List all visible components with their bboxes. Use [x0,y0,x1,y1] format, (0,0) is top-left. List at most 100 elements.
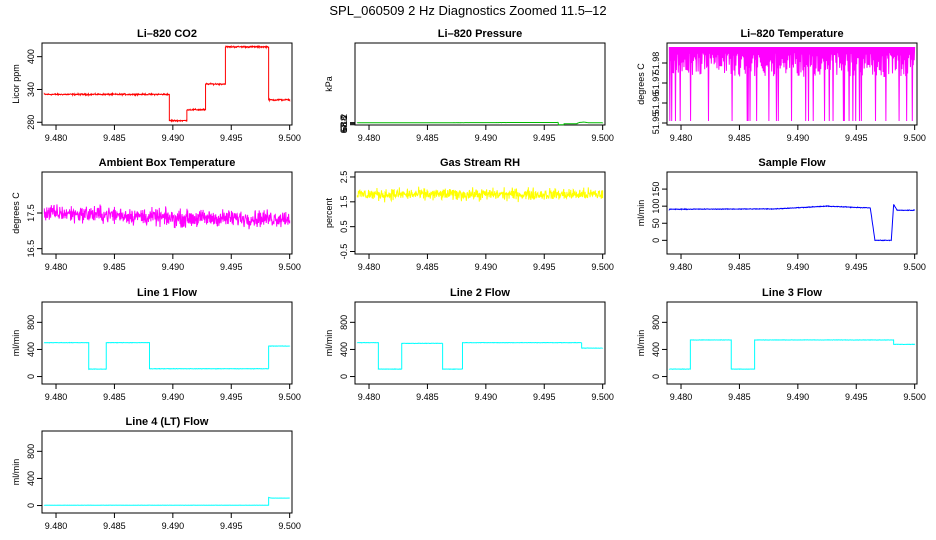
y-tick-label: 16.5 [26,240,36,258]
plot-frame [666,171,918,255]
x-tick-label: 9.490 [475,262,498,272]
x-tick-label: 9.490 [787,133,810,143]
x-tick-label: 9.490 [162,262,185,272]
x-tick-label: 9.485 [416,392,439,402]
x-tick-label: 9.495 [533,392,556,402]
y-tick-label: 400 [26,49,36,64]
figure-title: SPL_060509 2 Hz Diagnostics Zoomed 11.5–… [329,3,607,18]
plot-frame [41,430,293,514]
y-tick-label: 400 [339,342,349,357]
x-tick-label: 9.480 [45,133,68,143]
x-tick-label: 9.500 [591,262,614,272]
y-axis-label: percent [324,197,334,228]
x-tick-label: 9.500 [903,392,926,402]
y-tick-label: 1.5 [339,196,349,209]
x-tick-label: 9.490 [162,392,185,402]
x-tick-label: 9.500 [278,392,301,402]
x-tick-label: 9.495 [220,521,243,531]
x-tick-label: 9.490 [162,521,185,531]
x-tick-label: 9.485 [103,392,126,402]
x-tick-label: 9.495 [845,392,868,402]
panel-title: Li–820 Temperature [740,28,843,40]
y-tick-label: 0 [651,374,661,379]
y-tick-label: 51.95 [651,112,661,135]
plot-frame [666,42,918,126]
x-tick-label: 9.500 [278,133,301,143]
y-tick-label: 0.5 [339,220,349,233]
x-tick-label: 9.480 [670,133,693,143]
plot-frame [41,301,293,385]
x-tick-label: 9.500 [903,133,926,143]
y-tick-label: 800 [651,315,661,330]
x-tick-label: 9.500 [591,392,614,402]
x-tick-label: 9.480 [670,262,693,272]
x-tick-label: 9.495 [533,133,556,143]
x-tick-label: 9.495 [220,262,243,272]
panel-2: Li–820 Pressure 9.480 9.485 9.490 9.495 9.500… [324,28,614,143]
y-tick-label: 400 [26,471,36,486]
plot-frame [354,42,606,126]
y-tick-label: 340 [26,82,36,97]
x-tick-label: 9.480 [45,262,68,272]
y-tick-label: 150 [651,182,661,197]
y-tick-label: 800 [26,315,36,330]
y-tick-label: 0 [26,503,36,508]
x-tick-label: 9.485 [728,392,751,402]
x-tick-label: 9.485 [416,262,439,272]
y-axis-label: kPa [324,76,334,92]
x-tick-label: 9.485 [103,521,126,531]
y-tick-label: 400 [26,342,36,357]
y-axis-label: ml/min [324,330,334,357]
x-tick-label: 9.500 [903,262,926,272]
x-tick-label: 9.490 [162,133,185,143]
y-tick-label: 50 [651,218,661,228]
plot-frame [41,42,293,126]
x-tick-label: 9.480 [45,392,68,402]
x-tick-label: 9.490 [475,392,498,402]
y-tick-label: 51.98 [651,52,661,75]
x-tick-label: 9.495 [845,262,868,272]
x-tick-label: 9.480 [670,392,693,402]
panel-title: Line 4 (LT) Flow [126,416,209,428]
x-tick-label: 9.485 [416,133,439,143]
panel-title: Line 3 Flow [762,287,822,299]
y-axis-label: degrees C [636,63,646,105]
x-tick-label: 9.480 [358,392,381,402]
panel-9: Line 3 Flow 9.480 9.485 9.490 9.495 9.500 0 400… [636,287,926,402]
y-axis-label: ml/min [636,330,646,357]
panel-10: Line 4 (LT) Flow 9.480 9.485 9.490 9.495 9.50… [11,416,301,531]
y-tick-label: 0 [651,238,661,243]
x-tick-label: 9.480 [45,521,68,531]
x-tick-label: 9.500 [278,521,301,531]
data-series-line [668,204,916,242]
panel-7: Line 1 Flow 9.480 9.485 9.490 9.495 9.500 0 400… [11,287,301,402]
y-tick-label: 0 [26,374,36,379]
panel-4: Ambient Box Temperature 9.480 9.485 9.490 9.… [11,157,301,272]
x-tick-label: 9.495 [845,133,868,143]
y-tick-label: 68.0 [339,115,349,133]
y-tick-label: 17.5 [26,204,36,222]
data-series-line [43,204,291,230]
data-series-line [668,46,916,122]
panel-8: Line 2 Flow 9.480 9.485 9.490 9.495 9.500 0 400… [324,287,614,402]
y-tick-label: 51.96 [651,92,661,115]
x-tick-label: 9.485 [728,133,751,143]
x-tick-label: 9.485 [103,133,126,143]
plot-frame [354,171,606,255]
data-series-line [43,496,290,506]
data-series-line [356,121,604,126]
x-tick-label: 9.500 [278,262,301,272]
panel-title: Ambient Box Temperature [99,157,236,169]
y-tick-label: 100 [651,199,661,214]
x-tick-label: 9.495 [220,392,243,402]
x-tick-label: 9.480 [358,133,381,143]
panel-1: Li–820 CO2 9.480 9.485 9.490 9.495 9.500 280 34… [11,28,301,143]
panel-3: Li–820 Temperature 9.480 9.485 9.490 9.495 9.… [636,28,926,143]
panel-title: Li–820 CO2 [137,28,197,40]
plot-frame [354,301,606,385]
x-tick-label: 9.485 [728,262,751,272]
data-series-line [668,339,916,370]
x-tick-label: 9.495 [533,262,556,272]
y-tick-label: -0.5 [339,244,349,260]
